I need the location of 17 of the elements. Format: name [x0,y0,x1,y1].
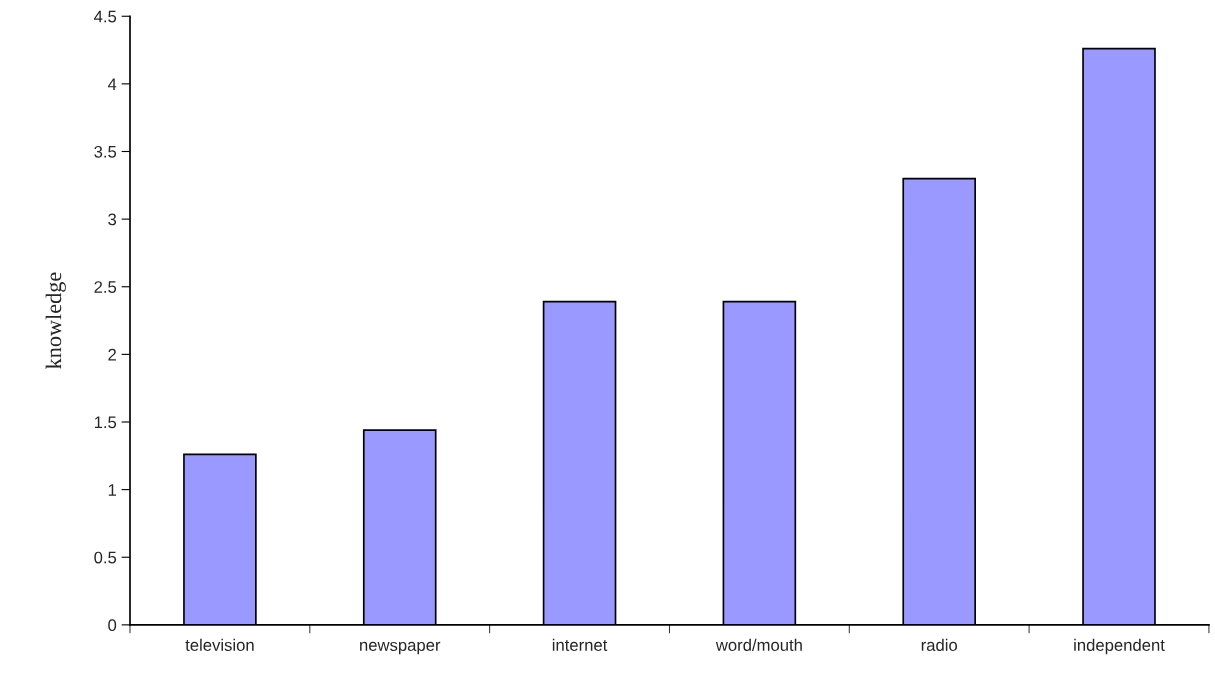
y-tick-label: 4 [107,78,117,90]
y-tick-label: 0 [108,619,117,632]
y-tick-label: 2.5 [94,281,117,293]
y-tick-label: 0.5 [94,551,117,564]
y-tick-label: 3.5 [94,145,117,158]
x-tick-label: independent [1074,638,1165,655]
y-tick-label: 1.5 [94,416,117,429]
y-axis-title: knowledge [45,272,66,369]
y-tick-label: 3 [108,213,117,226]
y-tick-label: 2 [108,348,116,361]
x-tick-label: newspaper [360,641,441,655]
y-tick-label: 4.5 [94,10,117,23]
x-tick-label: radio [921,638,958,651]
y-tick-label: 1 [108,484,116,496]
x-tick-label: television [185,638,254,651]
x-tick-label: internet [552,638,608,651]
x-tick-label: word/mouth [715,638,802,651]
